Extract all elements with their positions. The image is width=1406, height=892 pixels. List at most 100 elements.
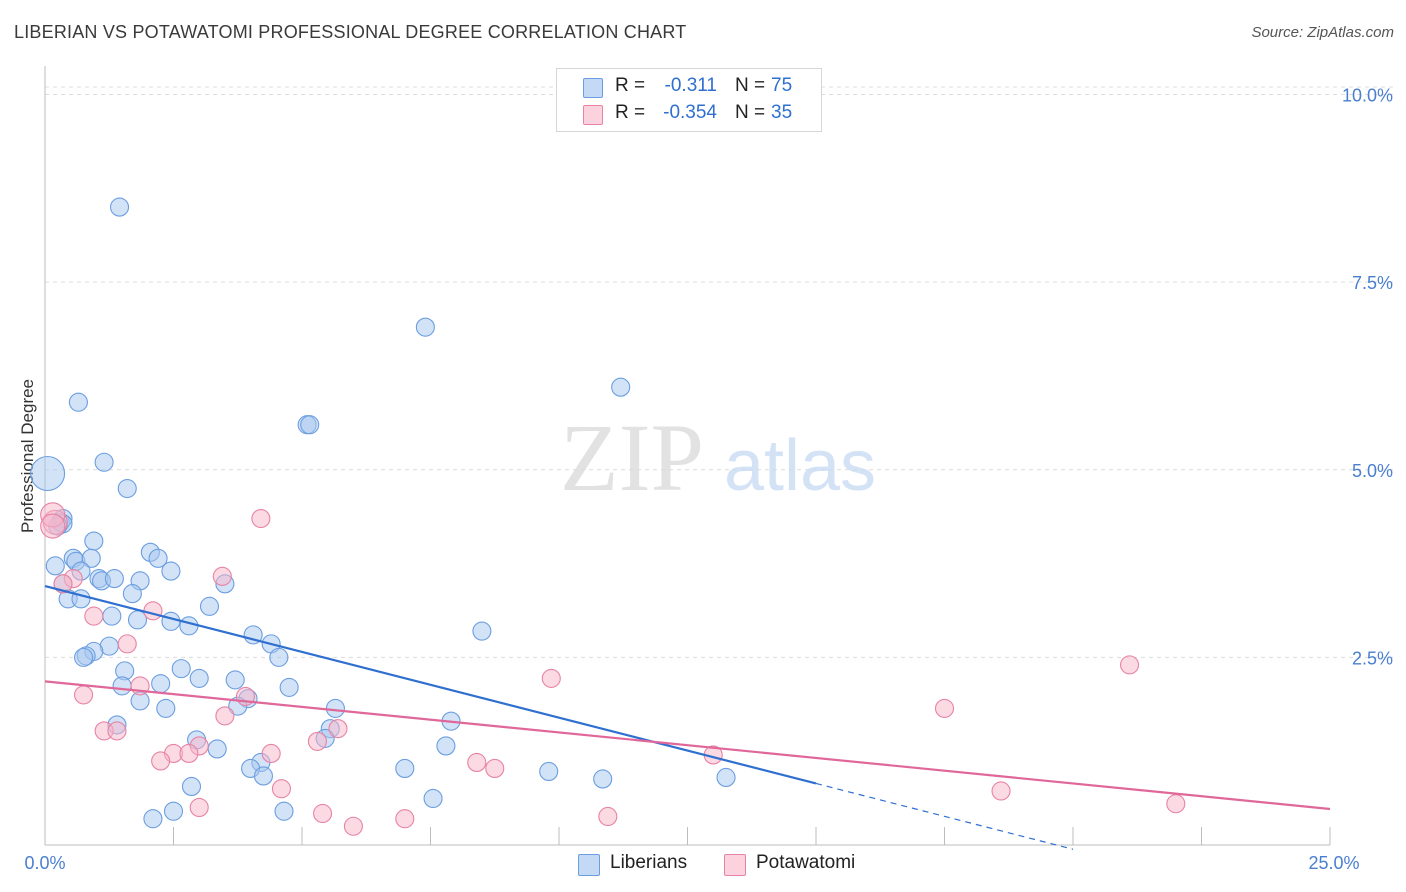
legend-swatch-liberians [583,78,603,98]
liberian-point [225,670,245,690]
y-tick-label: 7.5% [1352,273,1393,293]
potawatomi-point [251,508,271,529]
liberian-point [104,569,124,589]
liberian-point [415,317,435,337]
potawatomi-point [1166,794,1186,814]
liberian-point [472,621,492,641]
potawatomi-point [53,574,73,594]
potawatomi-point [117,634,137,654]
potawatomi-point [313,803,333,824]
liberian-point [161,561,181,581]
x-tick-label: 25.0% [1308,853,1359,873]
potawatomi-point [541,668,561,688]
liberian-point [207,739,227,759]
potawatomi-trend-line [44,680,1331,811]
potawatomi-point [1119,655,1140,675]
potawatomi-point [151,751,171,771]
y-tick-label: 10.0% [1342,86,1393,106]
legend-row-potawatomi: R = -0.354 N = 35 [557,102,821,128]
data-points [30,197,1186,836]
liberian-point [171,659,191,679]
liberian-point [102,606,122,626]
liberian-point [30,455,66,492]
legend-row-liberians: R = -0.311 N = 75 [557,75,821,101]
potawatomi-point [328,719,348,739]
potawatomi-point [598,806,618,827]
liberian-point [84,531,104,551]
liberian-point [269,647,289,667]
tick-labels: 2.5% 5.0% 7.5% 10.0% 0.0% 25.0% [24,86,1393,873]
liberian-trend-extension [815,782,1074,850]
potawatomi-point [307,731,327,751]
potawatomi-point [934,698,955,718]
legend-n-label: N = [735,102,766,123]
liberian-point [71,589,91,609]
legend-swatch-potawatomi [583,105,603,125]
potawatomi-point [74,685,94,705]
liberian-point [156,698,176,718]
liberian-point [45,556,65,576]
liberian-point [325,698,345,718]
liberian-point [300,415,320,435]
chart-title: LIBERIAN VS POTAWATOMI PROFESSIONAL DEGR… [14,22,687,42]
liberian-point [189,668,209,688]
legend-n-value: 35 [771,102,793,123]
liberian-point [539,761,559,782]
liberian-point [243,625,263,645]
y-tick-label: 2.5% [1352,648,1393,668]
potawatomi-point [261,743,281,763]
liberian-point [395,758,415,779]
legend-n-value: 75 [771,75,793,96]
series-label-liberians: Liberians [610,852,688,873]
x-tick-label: 0.0% [24,853,65,873]
y-tick-label: 5.0% [1352,461,1393,481]
source-credit: Source: ZipAtlas.com [1251,24,1394,41]
liberian-point [593,769,613,789]
potawatomi-point [107,721,127,741]
watermark-atlas: atlas [724,426,876,506]
liberian-point [68,392,88,412]
legend-r-value: -0.354 [663,102,717,123]
liberian-point [112,676,132,696]
axes [44,66,1331,846]
potawatomi-point [395,809,415,829]
liberian-point [74,647,94,667]
potawatomi-point [40,513,66,539]
liberian-point [274,801,294,821]
legend-r-label: R = [615,102,646,123]
trend-lines [44,585,1331,850]
potawatomi-point [271,779,291,799]
liberian-point [117,478,137,499]
potawatomi-point [991,781,1011,801]
legend-r-value: -0.311 [664,75,717,96]
liberian-point [716,767,736,788]
potawatomi-point [343,816,363,836]
liberian-point [151,674,171,694]
liberian-point [122,584,142,604]
liberian-point [279,677,299,697]
series-swatch-liberians [578,854,600,876]
potawatomi-point [467,752,487,772]
liberian-point [163,801,184,821]
series-legend: Liberians Potawatomi [0,852,1406,878]
liberian-point [199,596,220,616]
liberian-point [81,548,101,568]
potawatomi-point [84,606,104,626]
watermark-zip: ZIP [560,404,704,511]
liberian-point [109,197,130,217]
potawatomi-point [189,797,209,818]
liberian-point [143,809,163,829]
liberian-point [179,616,199,636]
potawatomi-point [143,601,163,621]
potawatomi-point [485,758,505,779]
stats-legend: R = -0.311 N = 75 R = -0.354 N = 35 [556,68,822,132]
liberian-point [611,377,631,397]
liberian-point [161,611,181,631]
liberian-point [423,788,443,809]
grid-lines [45,86,1395,658]
liberian-trend-line [44,585,817,785]
liberian-point [436,736,456,756]
legend-r-label: R = [615,75,646,96]
liberian-point [181,776,202,797]
